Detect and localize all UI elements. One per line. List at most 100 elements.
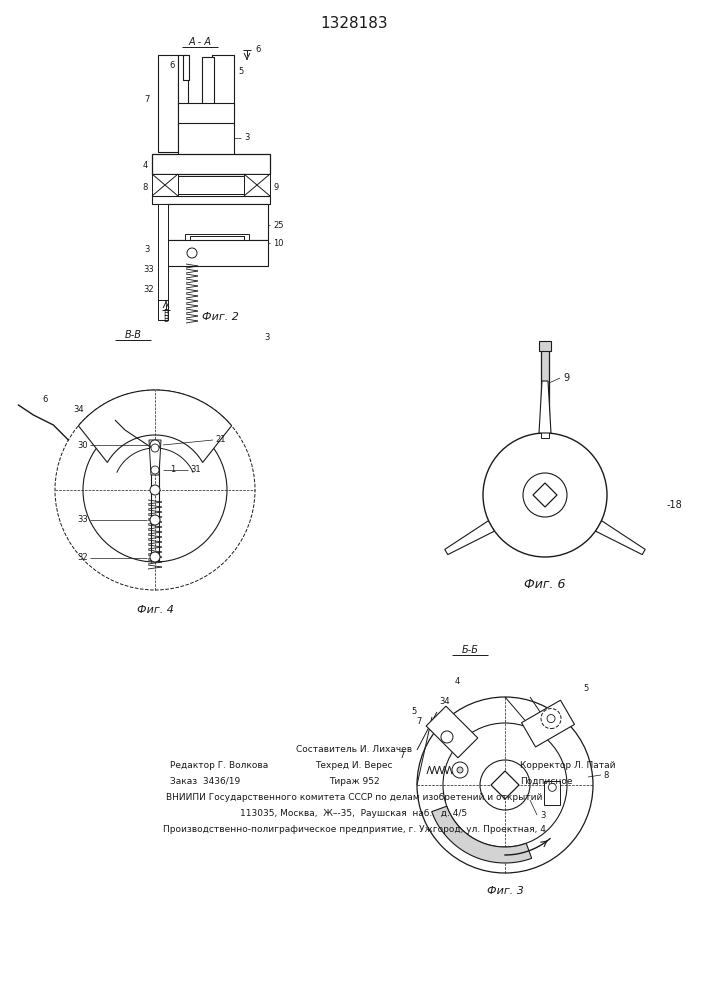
Bar [190, 236, 244, 250]
Text: B: B [163, 316, 168, 324]
Circle shape [547, 715, 555, 723]
Polygon shape [432, 806, 532, 863]
Text: 3: 3 [244, 133, 250, 142]
Text: ВНИИПИ Государственного комитета СССР по делам изобретений и открытий: ВНИИПИ Государственного комитета СССР по… [166, 793, 542, 802]
Text: 6: 6 [170, 60, 175, 70]
Text: Техред И. Верес: Техред И. Верес [315, 761, 393, 770]
Circle shape [452, 762, 468, 778]
Bar [183, 55, 189, 80]
Polygon shape [596, 521, 645, 555]
Text: 32: 32 [77, 554, 88, 562]
Text: Б-Б: Б-Б [462, 645, 479, 655]
Text: 6: 6 [255, 45, 260, 54]
Text: B: B [163, 310, 168, 318]
Circle shape [441, 731, 453, 743]
Text: Фиг. 4: Фиг. 4 [136, 605, 173, 615]
Bar [178, 123, 234, 155]
Bar [541, 343, 549, 433]
Polygon shape [539, 381, 551, 433]
Text: 7: 7 [145, 96, 150, 104]
Text: 1328183: 1328183 [320, 16, 388, 31]
Text: 34: 34 [439, 698, 450, 706]
Bar [544, 781, 560, 805]
Bar [166, 204, 268, 240]
Bar [152, 174, 178, 196]
Circle shape [151, 466, 159, 474]
Bar [244, 174, 270, 196]
Polygon shape [426, 706, 478, 758]
Bar [244, 174, 270, 196]
Text: 5: 5 [238, 68, 243, 77]
Circle shape [151, 444, 159, 452]
Bar [178, 176, 244, 194]
Circle shape [150, 440, 160, 450]
Text: 32: 32 [144, 286, 154, 294]
Text: Корректор Л. Патай: Корректор Л. Патай [520, 761, 616, 770]
Text: 8: 8 [603, 770, 609, 780]
Polygon shape [149, 440, 161, 475]
Bar [178, 55, 188, 105]
Bar [212, 55, 234, 115]
Text: Фиг. 3: Фиг. 3 [486, 886, 523, 896]
Text: Заказ  3436/19: Заказ 3436/19 [170, 777, 240, 786]
Text: 9: 9 [563, 373, 569, 383]
Text: 10: 10 [273, 238, 284, 247]
Text: 33: 33 [77, 516, 88, 524]
Text: Составитель И. Лихачев: Составитель И. Лихачев [296, 745, 412, 754]
Circle shape [187, 248, 197, 258]
Text: Производственно-полиграфическое предприятие, г. Ужгород, ул. Проектная, 4: Производственно-полиграфическое предприя… [163, 825, 545, 834]
Bar [158, 300, 168, 320]
Circle shape [150, 485, 160, 495]
Bar [166, 204, 268, 240]
Circle shape [83, 418, 227, 562]
Bar [190, 236, 244, 250]
Bar [202, 57, 214, 105]
Text: 31: 31 [190, 466, 201, 475]
Circle shape [457, 767, 463, 773]
Bar [158, 55, 178, 152]
Circle shape [541, 709, 561, 729]
Circle shape [417, 697, 593, 873]
Text: 6: 6 [42, 395, 47, 404]
Text: 7: 7 [399, 750, 405, 760]
Text: 25: 25 [273, 221, 284, 230]
Polygon shape [78, 390, 232, 462]
Bar [158, 300, 168, 320]
Text: 4: 4 [455, 678, 460, 686]
Text: -18: -18 [667, 500, 683, 510]
Bar [152, 154, 270, 174]
Bar [158, 204, 168, 300]
Polygon shape [533, 483, 557, 507]
Bar [178, 123, 234, 155]
Text: 5: 5 [411, 707, 417, 716]
Text: Фиг. 2: Фиг. 2 [201, 312, 238, 322]
Polygon shape [491, 771, 519, 799]
Circle shape [150, 515, 160, 525]
Bar [166, 240, 268, 266]
Text: Тираж 952: Тираж 952 [329, 777, 380, 786]
Text: Редактор Г. Волкова: Редактор Г. Волкова [170, 761, 268, 770]
Text: 3: 3 [145, 245, 150, 254]
Text: 4: 4 [143, 161, 148, 170]
Bar [541, 430, 549, 438]
Circle shape [150, 552, 160, 562]
Text: Фиг. 6: Фиг. 6 [525, 578, 566, 591]
Bar [178, 103, 234, 125]
Bar [178, 103, 234, 125]
Text: 30: 30 [77, 440, 88, 450]
Text: 3: 3 [540, 810, 545, 820]
Text: 8: 8 [143, 184, 148, 192]
Bar [539, 341, 551, 351]
Bar [152, 196, 270, 204]
Circle shape [548, 783, 556, 791]
Circle shape [443, 723, 567, 847]
Bar [152, 154, 270, 174]
Polygon shape [522, 700, 575, 747]
Text: 3: 3 [264, 332, 269, 342]
Bar [166, 240, 268, 266]
Circle shape [523, 473, 567, 517]
Bar [158, 204, 168, 300]
Bar [212, 55, 234, 115]
Text: 33: 33 [144, 265, 154, 274]
Text: 5: 5 [583, 684, 588, 693]
